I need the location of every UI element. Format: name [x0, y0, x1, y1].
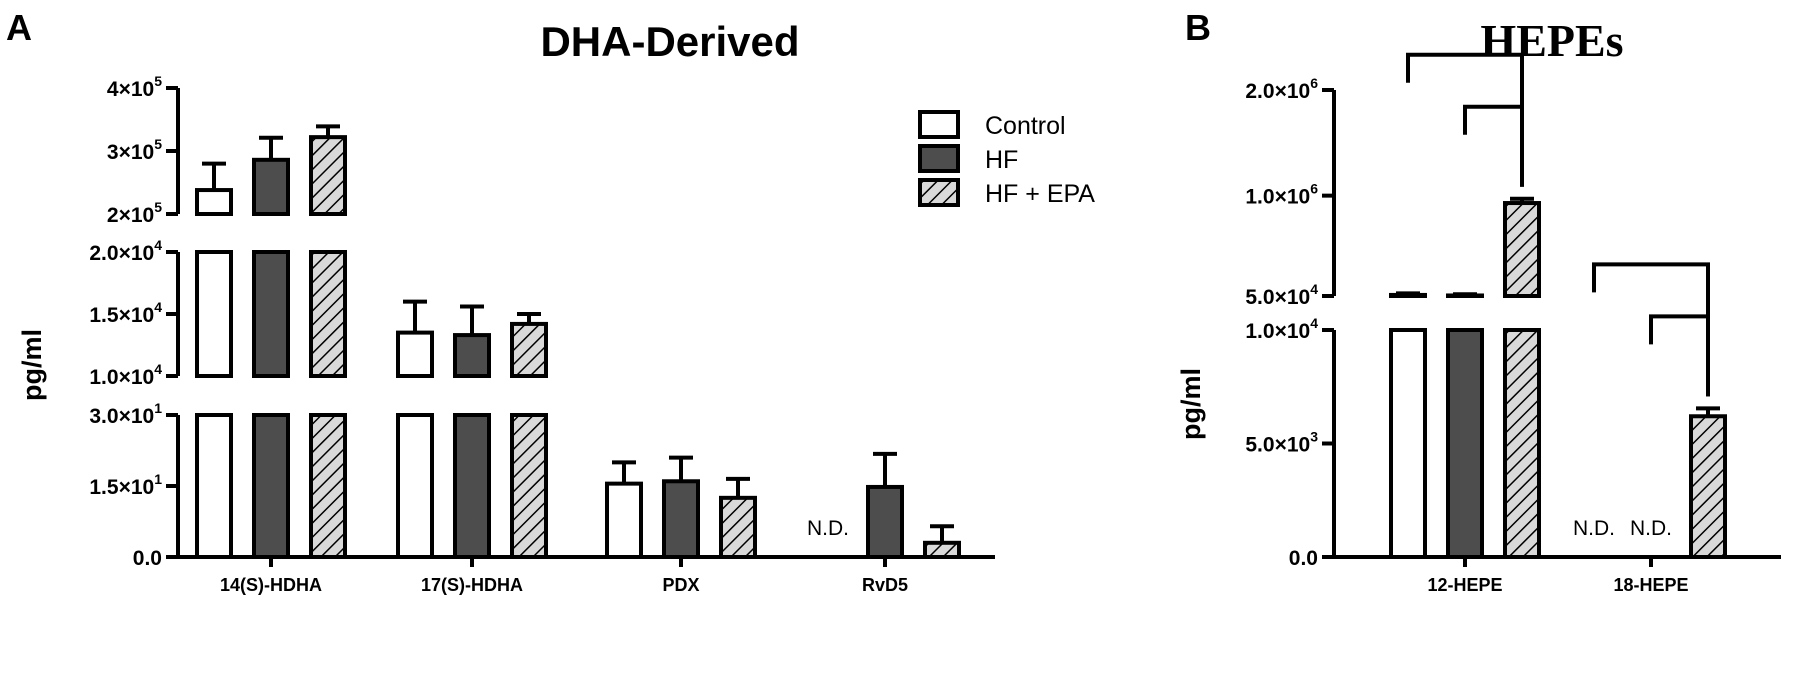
- bar-17-s-hdha-hf-epa: [512, 415, 546, 557]
- bar-12-hepe-control: [1391, 330, 1425, 557]
- bar-12-hepe-hf-epa: [1505, 330, 1539, 557]
- x-tick-label-rvd5: RvD5: [862, 575, 908, 595]
- bar-14-s-hdha-hf: [254, 415, 288, 557]
- y-tick-label: 0.0: [1289, 547, 1318, 570]
- y-tick-label: 2×105: [107, 199, 162, 227]
- x-tick-label-17-s-hdha: 17(S)-HDHA: [421, 575, 523, 595]
- legend-label-control: Control: [985, 112, 1066, 140]
- y-tick-label: 3×105: [107, 136, 162, 164]
- chart-a: 0.0 1.5×101 3.0×101 1.0×104 1.5×104 2.0×104 2×…: [89, 73, 995, 595]
- chart-b: 0.0 5.0×103 1.0×104 5.0×104 1.0×106 2.0×106 12…: [1245, 55, 1781, 595]
- legend-label-hf: HF: [985, 146, 1018, 174]
- bar-rvd5-hf-epa: [925, 543, 959, 557]
- bar-17-s-hdha-hf: [455, 415, 489, 557]
- bar-17-s-hdha-control: [398, 415, 432, 557]
- x-tick-label-12-hepe: 12-HEPE: [1427, 575, 1502, 595]
- bar-rvd5-hf: [868, 487, 902, 557]
- nd-label-rvd5-control: N.D.: [807, 517, 849, 540]
- bar-14-s-hdha-control: [197, 252, 231, 376]
- comparison-bracket-12-hepe-hf: [1465, 107, 1522, 187]
- x-tick-label-14-s-hdha: 14(S)-HDHA: [220, 575, 322, 595]
- legend-swatch-control: [920, 112, 958, 137]
- comparison-bracket-18-hepe-hf: [1651, 316, 1708, 396]
- nd-label-18-hepe-control: N.D.: [1573, 517, 1615, 540]
- bar-pdx-hf-epa: [721, 498, 755, 557]
- y-tick-label: 5.0×103: [1245, 429, 1318, 457]
- y-axis-label-b: pg/ml: [1176, 368, 1206, 440]
- x-tick-label-18-hepe: 18-HEPE: [1613, 575, 1688, 595]
- y-tick-label: 3.0×101: [89, 400, 162, 428]
- bar-14-s-hdha-hf: [254, 252, 288, 376]
- y-tick-label: 1.0×104: [1245, 315, 1318, 343]
- y-tick-label: 1.5×104: [89, 299, 162, 327]
- y-tick-label: 2.0×106: [1245, 75, 1318, 103]
- bar-14-s-hdha-control: [197, 190, 231, 214]
- bar-17-s-hdha-hf: [455, 335, 489, 376]
- bar-pdx-hf: [664, 481, 698, 557]
- legend-label-hf-epa: HF + EPA: [985, 180, 1095, 208]
- bar-14-s-hdha-hf-epa: [311, 137, 345, 214]
- chart-title-a: DHA-Derived: [540, 18, 799, 65]
- bar-12-hepe-hf-epa: [1505, 203, 1539, 296]
- bar-14-s-hdha-hf-epa: [311, 415, 345, 557]
- y-tick-label: 0.0: [133, 547, 162, 570]
- y-axis-label-a: pg/ml: [17, 329, 47, 401]
- legend: Control HF HF + EPA: [920, 112, 1095, 208]
- y-tick-label: 5.0×104: [1245, 281, 1318, 309]
- bar-pdx-control: [607, 484, 641, 557]
- nd-label-18-hepe-hf: N.D.: [1630, 517, 1672, 540]
- y-tick-label: 4×105: [107, 73, 162, 101]
- panel-letter-b: B: [1185, 7, 1211, 48]
- legend-swatch-hf: [920, 146, 958, 171]
- bar-14-s-hdha-control: [197, 415, 231, 557]
- bar-14-s-hdha-hf-epa: [311, 252, 345, 376]
- legend-swatch-hf-epa: [920, 180, 958, 205]
- panel-letter-a: A: [6, 7, 32, 48]
- bar-18-hepe-hf-epa: [1691, 416, 1725, 557]
- bar-12-hepe-hf: [1448, 330, 1482, 557]
- y-tick-label: 1.5×101: [89, 471, 162, 499]
- x-tick-label-pdx: PDX: [662, 575, 699, 595]
- bar-17-s-hdha-hf-epa: [512, 324, 546, 376]
- y-tick-label: 1.0×104: [89, 361, 162, 389]
- y-tick-label: 2.0×104: [89, 237, 162, 265]
- bar-17-s-hdha-control: [398, 333, 432, 376]
- y-tick-label: 1.0×106: [1245, 181, 1318, 209]
- bar-14-s-hdha-hf: [254, 160, 288, 214]
- chart-title-b: HEPEs: [1480, 15, 1623, 66]
